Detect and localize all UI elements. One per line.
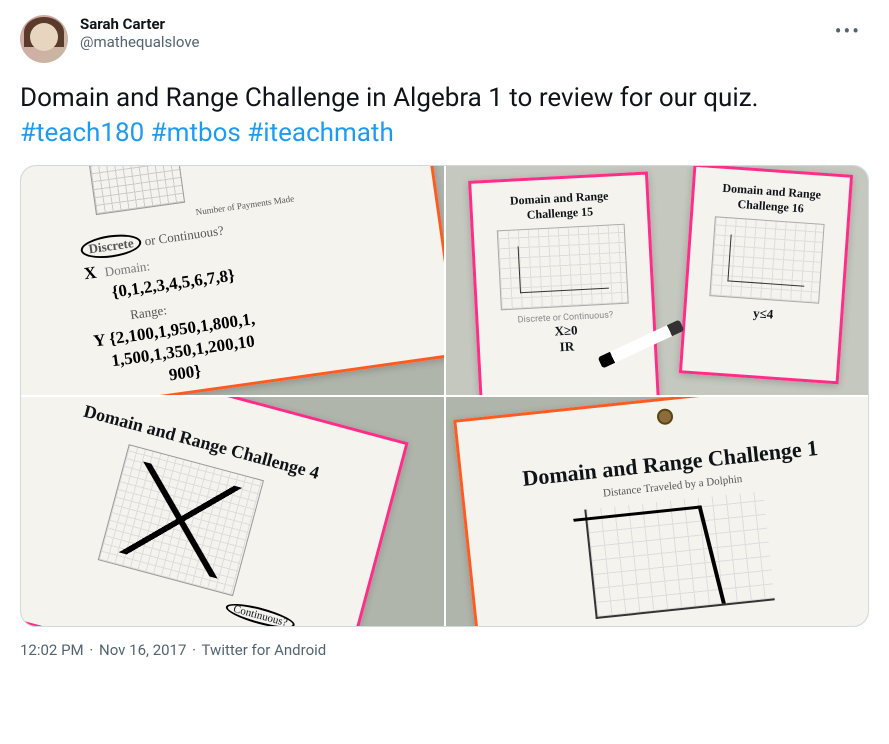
tweet-date[interactable]: Nov 16, 2017 xyxy=(99,641,186,659)
avatar[interactable] xyxy=(20,15,68,63)
worksheet: Number of Payments Made Discrete or Cont… xyxy=(21,166,444,395)
worksheet-title: Domain and Range Challenge 16 xyxy=(705,180,837,219)
handwriting: y≤4 xyxy=(698,302,829,327)
tweet-text: Domain and Range Challenge in Algebra 1 … xyxy=(20,81,869,151)
user-handle[interactable]: @mathequalslove xyxy=(80,33,199,51)
hashtag-link[interactable]: #iteachmath xyxy=(247,118,393,148)
tweet-image-2[interactable]: Domain and Range Challenge 15 Discrete o… xyxy=(446,166,869,395)
worksheet-title: Domain and Range Challenge 15 xyxy=(483,187,634,225)
tweet-image-4[interactable]: Domain and Range Challenge 1 Distance Tr… xyxy=(446,397,869,626)
meta-separator: · xyxy=(192,641,196,659)
tweet-image-1[interactable]: Number of Payments Made Discrete or Cont… xyxy=(21,166,444,395)
worksheet: Domain and Range Challenge 4 Continuous? xyxy=(21,397,409,626)
tweet-source[interactable]: Twitter for Android xyxy=(202,641,327,659)
display-name[interactable]: Sarah Carter xyxy=(80,15,199,33)
header-left: Sarah Carter @mathequalslove xyxy=(20,15,199,63)
tweet-meta: 12:02 PM · Nov 16, 2017 · Twitter for An… xyxy=(20,641,869,659)
image-grid: Number of Payments Made Discrete or Cont… xyxy=(20,165,869,627)
more-options-icon[interactable]: ••• xyxy=(827,15,869,47)
graph-grid xyxy=(496,224,628,311)
user-info: Sarah Carter @mathequalslove xyxy=(80,15,199,51)
graph-grid xyxy=(709,216,825,304)
worksheet-left: Domain and Range Challenge 15 Discrete o… xyxy=(468,172,660,396)
tweet-header: Sarah Carter @mathequalslove ••• xyxy=(20,15,869,63)
worksheet: Domain and Range Challenge 1 Distance Tr… xyxy=(453,397,868,626)
domain-x: X xyxy=(83,263,98,284)
graph-grid xyxy=(89,166,185,215)
range-y: Y xyxy=(92,330,106,350)
worksheet-right: Domain and Range Challenge 16 y≤4 xyxy=(679,166,853,384)
graph-grid xyxy=(584,491,775,619)
eyelet-icon xyxy=(656,408,674,426)
tweet-body: Domain and Range Challenge in Algebra 1 … xyxy=(20,83,758,113)
hashtag-link[interactable]: #mtbos xyxy=(151,118,241,148)
meta-separator: · xyxy=(89,641,93,659)
tweet-time[interactable]: 12:02 PM xyxy=(20,641,84,659)
tweet-image-3[interactable]: Domain and Range Challenge 4 Continuous? xyxy=(21,397,444,626)
hashtag-link[interactable]: #teach180 xyxy=(20,118,144,148)
